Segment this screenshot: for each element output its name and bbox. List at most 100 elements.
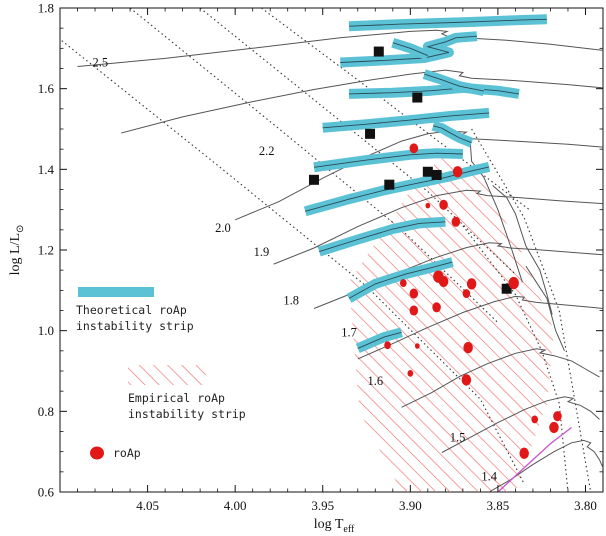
evolutionary-track-1: [121, 69, 604, 134]
y-tick-label-1: 0.8: [38, 404, 54, 419]
evolutionary-track-9: [469, 137, 523, 283]
legend-empirical-line1: Empirical roAp: [128, 391, 225, 405]
roap-star-13: [508, 276, 519, 290]
evolutionary-track-8: [488, 439, 604, 492]
mass-line-5: [471, 128, 592, 492]
y-tick-label-0: 0.6: [38, 485, 55, 500]
evolutionary-track-11: [525, 265, 565, 352]
evolutionary-track-0: [77, 29, 604, 67]
legend-theoretical-line2: instability strip: [76, 319, 194, 333]
legend: Theoretical roAp instability strip Empir…: [76, 287, 246, 460]
mass-label-4: 1.8: [283, 293, 299, 307]
roap-star-18: [461, 374, 472, 386]
evolutionary-track-7: [441, 396, 600, 453]
roap-star-4: [451, 216, 461, 227]
squares-layer: [308, 46, 512, 294]
theoretical-strip-centerline-5: [305, 166, 490, 212]
legend-empirical-swatch: [128, 365, 206, 385]
roap-star-2: [425, 202, 431, 209]
x-tick-label-4: 3.85: [487, 498, 510, 513]
star-square-6: [384, 179, 395, 190]
x-tick-label-0: 4.05: [136, 498, 159, 513]
theoretical-strip-centerline-4: [313, 152, 463, 168]
roap-star-22: [519, 447, 529, 459]
evolutionary-track-5: [357, 295, 604, 360]
zams-segment: [497, 426, 572, 492]
x-tick-label-5: 3.80: [574, 498, 597, 513]
roap-star-20: [553, 411, 562, 422]
legend-roap-marker: [90, 446, 104, 460]
roap-star-8: [409, 288, 419, 299]
roap-layer: [384, 143, 562, 459]
legend-roap-label: roAp: [113, 446, 141, 460]
roap-star-16: [463, 342, 473, 354]
mass-label-3: 1.9: [254, 245, 270, 259]
mass-line-1: [129, 8, 499, 323]
evolutionary-track-10: [492, 185, 553, 315]
mass-labels-layer: 2.5 2.2 2.0 1.9 1.8 1.7 1.6 1.5 1.4: [92, 55, 497, 483]
y-tick-label-3: 1.2: [38, 243, 54, 258]
legend-theoretical-line1: Theoretical roAp: [76, 303, 187, 317]
y-axis-title-main: log L/L: [8, 233, 23, 275]
star-square-3: [422, 166, 433, 177]
star-square-1: [412, 92, 423, 103]
roap-star-17: [407, 370, 414, 377]
tracks-layer: [77, 29, 604, 492]
star-square-0: [373, 46, 384, 57]
y-tick-label-6: 1.8: [38, 1, 54, 16]
empirical-strip-layer: [349, 153, 554, 492]
mass-label-0: 2.5: [92, 55, 108, 69]
x-axis-title-main: log T: [314, 517, 344, 532]
roap-star-9: [462, 289, 471, 299]
roap-star-7: [438, 275, 449, 288]
theoretical-strip-centerline-0: [348, 18, 547, 27]
theoretical-strip-centerline-3: [322, 112, 490, 129]
theoretical-strip-centerline-2: [348, 87, 519, 95]
y-tick-label-5: 1.6: [38, 81, 55, 96]
theoretical-strip-centerline-10: [424, 73, 484, 92]
star-square-2: [365, 128, 376, 139]
roap-star-14: [384, 341, 391, 350]
mass-label-5: 1.7: [341, 326, 357, 340]
plot-area: [60, 8, 604, 492]
evolutionary-track-6: [401, 348, 600, 408]
theoretical-strip-centerline-6: [319, 221, 446, 253]
legend-theoretical-swatch: [78, 287, 154, 297]
x-tick-label-1: 4.00: [224, 498, 247, 513]
roap-star-15: [414, 343, 420, 349]
mass-label-6: 1.6: [367, 374, 383, 388]
y-tick-label-2: 1.0: [38, 323, 54, 338]
roap-star-12: [466, 278, 477, 290]
theoretical-strip-centerline-9: [432, 125, 472, 144]
roap-star-19: [531, 415, 539, 424]
roap-star-1: [452, 166, 463, 178]
theoretical-strip-centerline-1: [340, 35, 477, 63]
mass-label-1: 2.2: [259, 144, 275, 158]
x-axis: 4.05 4.00 3.95 3.90 3.85 3.80: [59, 8, 604, 513]
empirical-strip-area: [349, 153, 554, 492]
roap-star-0: [409, 143, 419, 154]
theoretical-strip-centerline-11: [392, 42, 428, 57]
x-tick-label-3: 3.90: [399, 498, 422, 513]
star-square-7: [501, 283, 512, 294]
roap-star-5: [399, 279, 407, 287]
roap-star-11: [409, 305, 419, 316]
theoretical-strip-layer: [303, 14, 548, 353]
mass-lines-layer: [60, 8, 592, 492]
y-axis-title-sub: ⊙: [15, 225, 26, 233]
theoretical-strip-centerline-7: [348, 261, 453, 299]
roap-star-3: [439, 199, 448, 210]
star-square-5: [308, 174, 319, 185]
y-axis-title: log L/L⊙: [8, 225, 26, 276]
star-square-4: [431, 169, 442, 180]
evolutionary-track-3: [273, 189, 604, 265]
mass-line-3: [261, 8, 530, 211]
x-axis-title: log Teff: [314, 517, 355, 535]
mass-label-7: 1.5: [450, 431, 466, 445]
theoretical-strip-centerline-8: [357, 331, 402, 349]
y-axis: 0.6 0.8 1.0 1.2 1.4 1.6 1.8: [38, 1, 603, 500]
roap-star-21: [549, 421, 559, 434]
mass-label-8: 1.4: [481, 470, 497, 484]
y-tick-label-4: 1.4: [38, 162, 55, 177]
